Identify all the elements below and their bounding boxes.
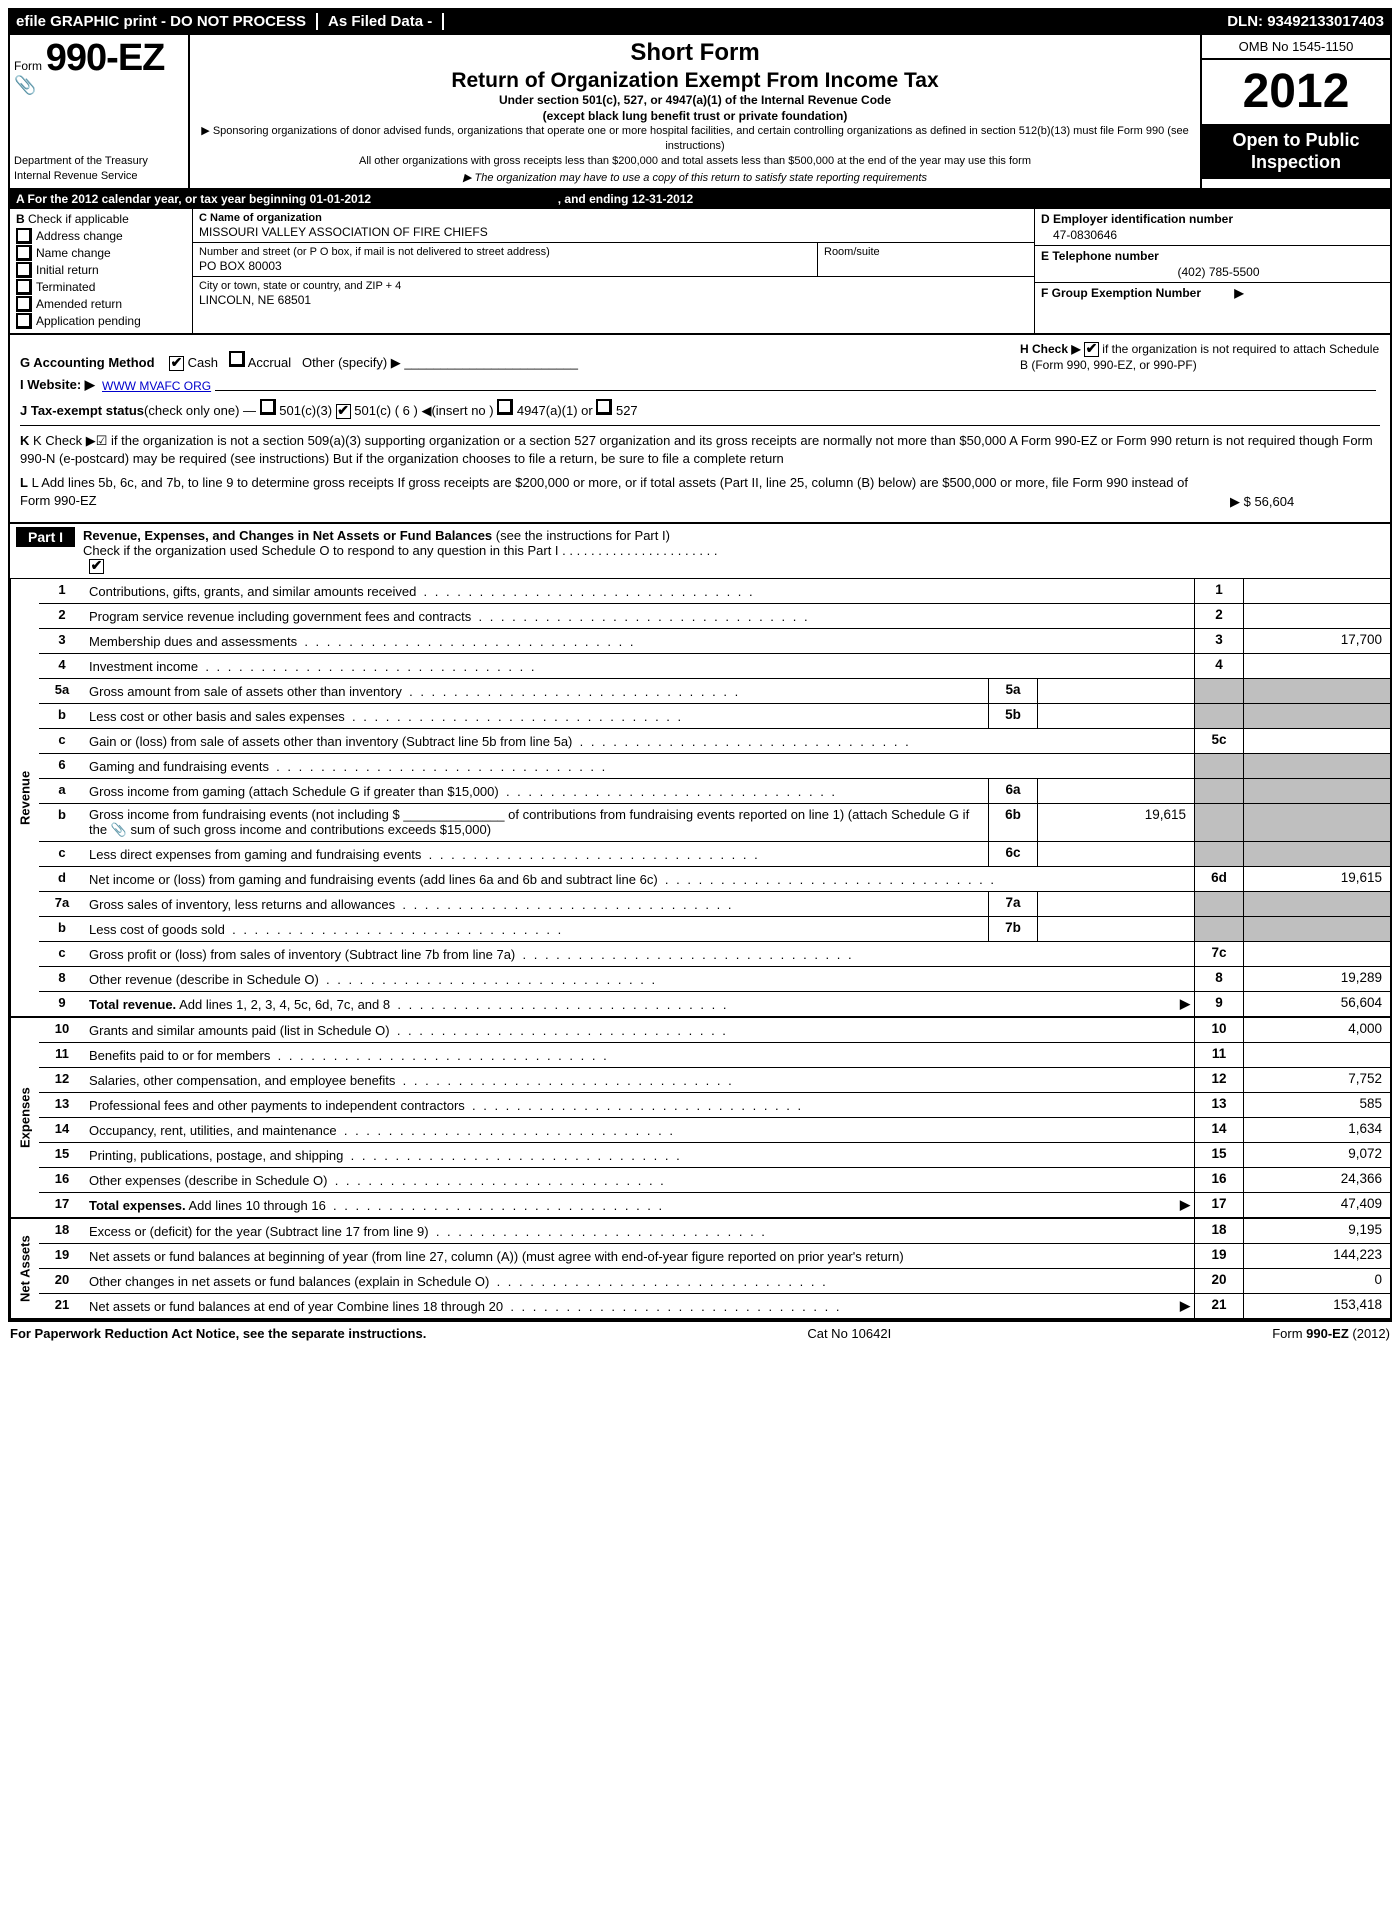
line-10: 10Grants and similar amounts paid (list …	[39, 1018, 1390, 1043]
line-b: bGross income from fundraising events (n…	[39, 804, 1390, 842]
line-13: 13Professional fees and other payments t…	[39, 1093, 1390, 1118]
addr-val: PO BOX 80003	[199, 259, 811, 273]
line-d: dNet income or (loss) from gaming and fu…	[39, 867, 1390, 892]
line-b: bLess cost or other basis and sales expe…	[39, 704, 1390, 729]
line-19: 19Net assets or fund balances at beginni…	[39, 1244, 1390, 1269]
footer-right: Form 990-EZ (2012)	[1272, 1326, 1390, 1341]
line-a: aGross income from gaming (attach Schedu…	[39, 779, 1390, 804]
phone-val: (402) 785-5500	[1053, 265, 1384, 279]
title-return: Return of Organization Exempt From Incom…	[196, 69, 1194, 93]
line-l: L L Add lines 5b, 6c, and 7b, to line 9 …	[20, 474, 1380, 510]
line-h: H Check ▶ ✔ if the organization is not r…	[1020, 341, 1380, 373]
section-b: B Check if applicable Address changeName…	[10, 209, 193, 333]
city-val: LINCOLN, NE 68501	[199, 293, 1028, 307]
org-name: MISSOURI VALLEY ASSOCIATION OF FIRE CHIE…	[199, 225, 1028, 239]
line-9: 9Total revenue. Add lines 1, 2, 3, 4, 5c…	[39, 992, 1390, 1016]
line-j: J Tax-exempt status(check only one) — 50…	[20, 399, 1380, 426]
small-text-3: ▶ The organization may have to use a cop…	[196, 171, 1194, 184]
checkbox-name-change: Name change	[16, 245, 186, 261]
ein-label: D Employer identification number	[1041, 212, 1384, 226]
line-12: 12Salaries, other compensation, and empl…	[39, 1068, 1390, 1093]
line-c: cGross profit or (loss) from sales of in…	[39, 942, 1390, 967]
subtitle-2: (except black lung benefit trust or priv…	[196, 109, 1194, 125]
line-7a: 7aGross sales of inventory, less returns…	[39, 892, 1390, 917]
header-row: Form 990-EZ 📎 Department of the Treasury…	[10, 35, 1390, 190]
checkbox-initial-return: Initial return	[16, 262, 186, 278]
top-bar: efile GRAPHIC print - DO NOT PROCESS As …	[8, 8, 1392, 35]
arrow-icon: ▶	[1234, 286, 1243, 300]
section-de: D Employer identification number 47-0830…	[1034, 209, 1390, 333]
group-exempt-label: F Group Exemption Number	[1041, 286, 1201, 300]
form-number: 990-EZ	[46, 37, 165, 79]
as-filed-label: As Filed Data -	[328, 13, 444, 30]
part-i-header: Part I Revenue, Expenses, and Changes in…	[10, 524, 1390, 579]
line-k: K K Check ▶☑ if the organization is not …	[20, 432, 1380, 468]
org-name-label: C Name of organization	[199, 212, 1028, 224]
line-5a: 5aGross amount from sale of assets other…	[39, 679, 1390, 704]
line-c: cLess direct expenses from gaming and fu…	[39, 842, 1390, 867]
section-c: C Name of organization MISSOURI VALLEY A…	[193, 209, 1034, 333]
open-to-public: Open to Public Inspection	[1202, 124, 1390, 179]
row-a-tax-year: A For the 2012 calendar year, or tax yea…	[10, 190, 1390, 209]
line-2: 2Program service revenue including gover…	[39, 604, 1390, 629]
omb-number: OMB No 1545-1150	[1202, 35, 1390, 60]
city-label: City or town, state or country, and ZIP …	[199, 280, 1028, 292]
checkbox-amended-return: Amended return	[16, 296, 186, 312]
ein-val: 47-0830646	[1053, 228, 1384, 242]
tax-year: 2012	[1202, 60, 1390, 124]
footer-left: For Paperwork Reduction Act Notice, see …	[10, 1326, 426, 1341]
line-16: 16Other expenses (describe in Schedule O…	[39, 1168, 1390, 1193]
dept-treasury: Department of the Treasury	[14, 154, 184, 169]
small-text-2: All other organizations with gross recei…	[196, 154, 1194, 169]
side-label-net-assets: Net Assets	[10, 1219, 39, 1318]
line-18: 18Excess or (deficit) for the year (Subt…	[39, 1219, 1390, 1244]
line-4: 4Investment income 4	[39, 654, 1390, 679]
line-20: 20Other changes in net assets or fund ba…	[39, 1269, 1390, 1294]
website-link[interactable]: WWW MVAFC ORG	[102, 379, 211, 393]
checkbox-address-change: Address change	[16, 228, 186, 244]
line-3: 3Membership dues and assessments 317,700	[39, 629, 1390, 654]
footer: For Paperwork Reduction Act Notice, see …	[8, 1320, 1392, 1345]
line-c: cGain or (loss) from sale of assets othe…	[39, 729, 1390, 754]
line-6: 6Gaming and fundraising events	[39, 754, 1390, 779]
efile-label: efile GRAPHIC print - DO NOT PROCESS	[16, 13, 318, 30]
line-15: 15Printing, publications, postage, and s…	[39, 1143, 1390, 1168]
line-14: 14Occupancy, rent, utilities, and mainte…	[39, 1118, 1390, 1143]
addr-label: Number and street (or P O box, if mail i…	[199, 246, 811, 258]
line-1: 1Contributions, gifts, grants, and simil…	[39, 579, 1390, 604]
checkbox-application-pending: Application pending	[16, 313, 186, 329]
line-b: bLess cost of goods sold 7b	[39, 917, 1390, 942]
part-i-checkbox: ✔	[89, 559, 104, 574]
subtitle-1: Under section 501(c), 527, or 4947(a)(1)…	[196, 93, 1194, 109]
side-label-revenue: Revenue	[10, 579, 39, 1016]
part-i-tab: Part I	[16, 527, 75, 547]
line-8: 8Other revenue (describe in Schedule O) …	[39, 967, 1390, 992]
line-17: 17Total expenses. Add lines 10 through 1…	[39, 1193, 1390, 1217]
room-label: Room/suite	[824, 246, 1028, 258]
line-21: 21Net assets or fund balances at end of …	[39, 1294, 1390, 1318]
form-prefix: Form	[14, 59, 42, 73]
line-11: 11Benefits paid to or for members 11	[39, 1043, 1390, 1068]
dept-irs: Internal Revenue Service	[14, 169, 184, 184]
checkbox-terminated: Terminated	[16, 279, 186, 295]
line-i: I Website: ▶ WWW MVAFC ORG	[20, 377, 1380, 393]
lines-g-to-l: H Check ▶ ✔ if the organization is not r…	[10, 335, 1390, 525]
small-text-1: ▶ Sponsoring organizations of donor advi…	[196, 124, 1194, 154]
title-short-form: Short Form	[196, 39, 1194, 67]
phone-label: E Telephone number	[1041, 249, 1384, 263]
dln: DLN: 93492133017403	[1227, 13, 1384, 30]
side-label-expenses: Expenses	[10, 1018, 39, 1217]
footer-mid: Cat No 10642I	[807, 1326, 891, 1341]
